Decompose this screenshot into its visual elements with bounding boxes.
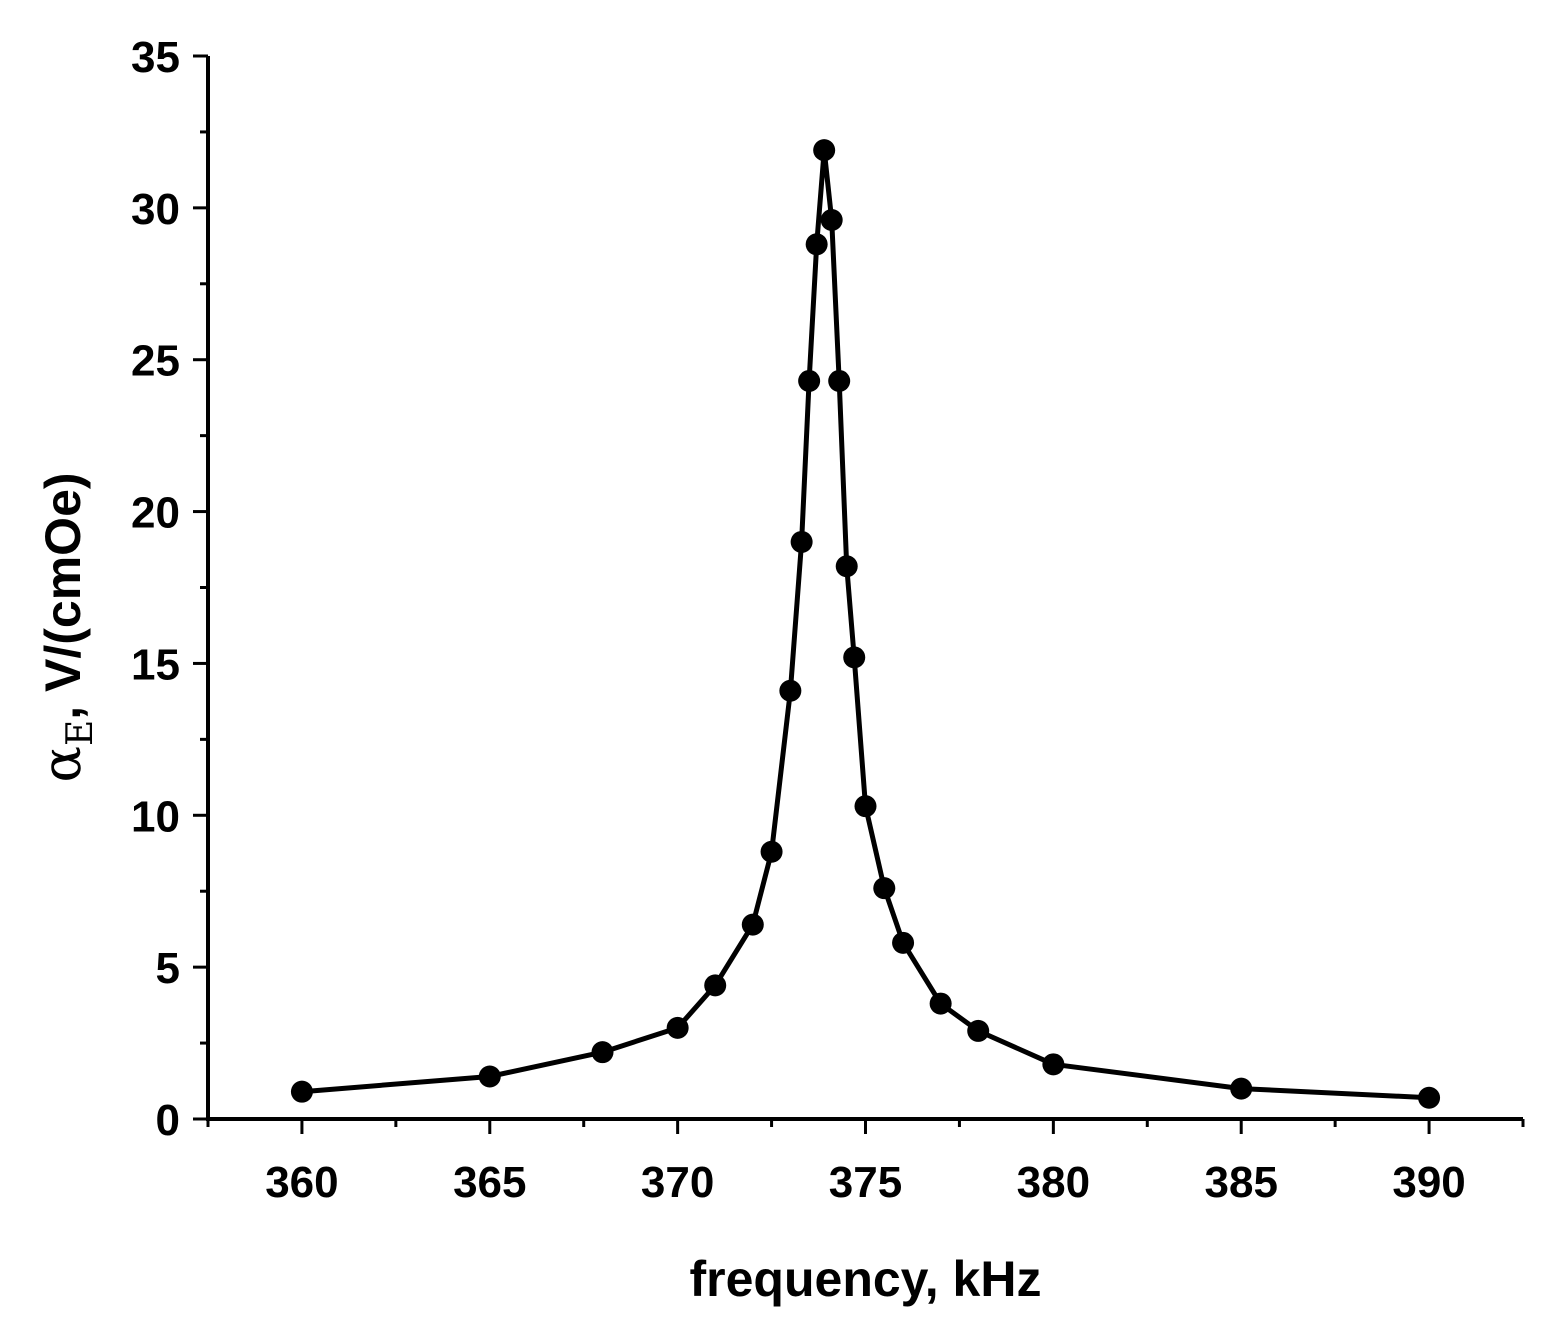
data-point <box>873 877 896 900</box>
data-point <box>813 139 836 162</box>
y-axis-ticks: 0 5 10 15 20 25 30 35 <box>131 33 208 1145</box>
x-tick-label: 385 <box>1205 1158 1278 1207</box>
x-axis-title: frequency, kHz <box>690 1251 1042 1307</box>
x-tick-label: 390 <box>1392 1158 1465 1207</box>
data-point <box>1230 1077 1253 1100</box>
x-tick-label: 375 <box>829 1158 902 1207</box>
data-point <box>820 209 843 232</box>
y-axis-title: αE, V/(cmOe) <box>30 472 101 782</box>
axes <box>206 56 1523 1121</box>
x-tick-label: 365 <box>453 1158 526 1207</box>
data-point <box>967 1019 990 1042</box>
y-tick-label: 10 <box>131 792 180 841</box>
y-tick-label: 0 <box>156 1096 180 1145</box>
y-tick-label: 15 <box>131 640 180 689</box>
data-point <box>835 555 858 578</box>
series-line <box>301 147 1430 1101</box>
data-point <box>828 369 851 392</box>
data-point <box>290 1080 313 1103</box>
data-point <box>1418 1086 1441 1109</box>
y-tick-label: 25 <box>131 337 180 386</box>
x-tick-label: 370 <box>641 1158 714 1207</box>
y-tick-label: 20 <box>131 489 180 538</box>
x-axis-ticks: 360 365 370 375 380 385 390 <box>206 1119 1525 1207</box>
data-point <box>704 974 727 997</box>
data-point <box>790 530 813 553</box>
y-axis-title-subscript: E <box>60 720 101 746</box>
data-point <box>929 992 952 1015</box>
data-point <box>741 913 764 936</box>
data-point <box>1042 1053 1065 1076</box>
y-tick-label: 30 <box>131 185 180 234</box>
x-tick-label: 380 <box>1017 1158 1090 1207</box>
data-point <box>798 369 821 392</box>
y-tick-label: 35 <box>131 33 180 82</box>
data-point <box>760 840 783 863</box>
data-point <box>478 1065 501 1088</box>
data-point <box>779 679 802 702</box>
series-layer <box>290 139 1441 1109</box>
data-point <box>854 795 877 818</box>
y-tick-label: 5 <box>156 944 180 993</box>
y-axis-title-rest: , V/(cmOe) <box>35 472 91 719</box>
data-point <box>892 931 915 954</box>
data-point <box>666 1016 689 1039</box>
data-point <box>843 646 866 669</box>
x-tick-label: 360 <box>265 1158 338 1207</box>
data-point <box>591 1041 614 1064</box>
y-axis-title-symbol: α <box>30 746 93 782</box>
data-point <box>805 233 828 256</box>
